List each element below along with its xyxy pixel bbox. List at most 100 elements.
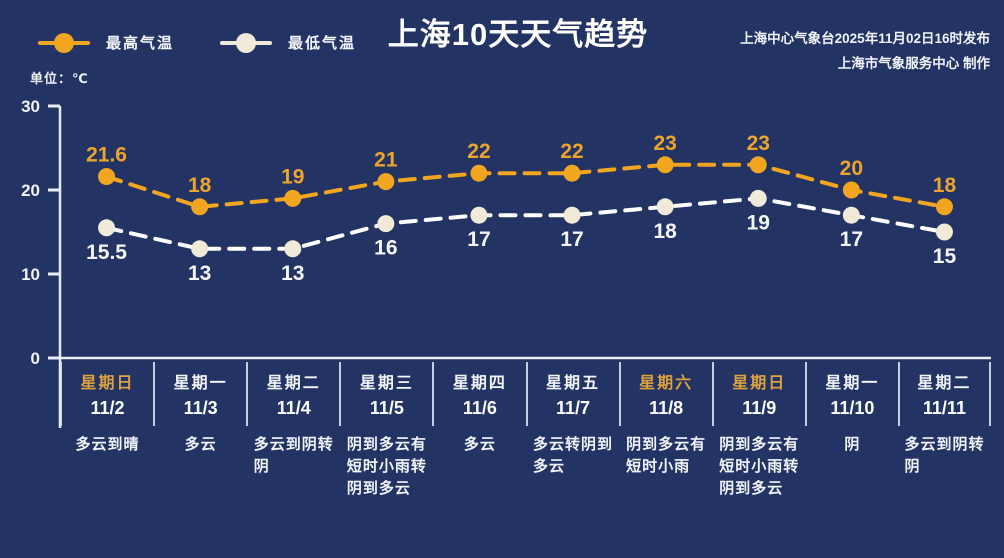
legend-high-label: 最高气温	[106, 35, 175, 52]
day-weekday-label: 星期五	[546, 375, 601, 392]
day-weather-label: 多云转阴到多云	[533, 436, 614, 475]
day-weather-label: 多云到阴转阴	[904, 436, 985, 475]
low-temp-point	[749, 189, 767, 207]
low-temp-value-label: 15	[933, 245, 957, 268]
high-temp-value-label: 21.6	[86, 144, 127, 167]
y-tick-label: 20	[21, 181, 40, 200]
day-column: 星期一 11/3 多云	[153, 362, 246, 453]
low-temp-value-label: 13	[188, 262, 211, 285]
day-weather-label: 阴到多云有短时小雨转阴到多云	[346, 436, 427, 497]
low-temp-value-label: 13	[281, 262, 304, 285]
day-date-label: 11/5	[369, 398, 404, 418]
low-temp-value-label: 18	[653, 220, 677, 243]
day-column: 星期日 11/2 多云到晴	[60, 362, 153, 453]
low-temp-point	[563, 206, 581, 224]
high-temp-point	[749, 156, 767, 174]
legend-item-high-temp: 最高气温	[38, 32, 174, 53]
unit-label: 单位：℃	[30, 71, 89, 86]
day-weather-label: 阴	[844, 436, 861, 453]
low-temp-point	[842, 206, 860, 224]
day-weekday-label: 星期一	[825, 375, 880, 392]
y-tick-label: 30	[21, 97, 40, 116]
day-weather-label: 多云到阴转阴	[253, 436, 334, 475]
day-date-label: 11/2	[90, 398, 125, 418]
day-date-label: 11/11	[922, 398, 966, 418]
day-column: 星期二 11/4 多云到阴转阴	[246, 362, 339, 475]
day-column: 星期三 11/5 阴到多云有短时小雨转阴到多云	[339, 362, 432, 497]
high-temp-point	[377, 173, 395, 191]
day-weekday-label: 星期四	[452, 375, 507, 392]
high-temp-value-label: 21	[374, 149, 398, 172]
high-temp-value-label: 23	[747, 132, 770, 155]
day-weekday-label: 星期日	[80, 375, 135, 392]
high-temp-value-label: 20	[840, 157, 863, 180]
low-temp-point	[98, 219, 116, 237]
day-date-label: 11/10	[830, 398, 875, 418]
high-temp-value-label: 23	[653, 132, 676, 155]
legend: 最高气温 最低气温	[38, 32, 356, 53]
high-temp-value-label: 19	[281, 165, 304, 188]
day-date-label: 11/9	[742, 398, 777, 418]
low-temp-point	[470, 206, 488, 224]
low-temp-point	[377, 215, 395, 233]
day-weekday-label: 星期日	[732, 375, 787, 392]
day-weekday-label: 星期一	[173, 375, 228, 392]
high-temp-point	[98, 168, 116, 186]
low-temp-point	[656, 198, 674, 216]
high-temp-value-label: 18	[933, 174, 957, 197]
day-weekday-label: 星期二	[266, 375, 321, 392]
low-temp-value-label: 19	[747, 211, 770, 234]
high-temp-point	[563, 164, 581, 182]
low-temp-value-label: 15.5	[86, 241, 127, 264]
producer-text: 上海市气象服务中心 制作	[837, 55, 990, 71]
high-temp-value-label: 22	[560, 140, 583, 163]
y-tick-label: 10	[21, 265, 40, 284]
high-temp-point	[191, 198, 209, 216]
day-column: 星期四 11/6 多云	[432, 362, 525, 453]
high-temp-value-label: 22	[467, 140, 490, 163]
low-temp-value-label: 17	[840, 228, 863, 251]
day-date-label: 11/7	[556, 398, 591, 418]
source-info: 上海中心气象台2025年11月02日16时发布 上海市气象服务中心 制作	[740, 27, 990, 77]
legend-low-label: 最低气温	[288, 35, 357, 52]
day-column: 星期一 11/10 阴	[804, 362, 898, 453]
page-title: 上海10天天气趋势	[387, 17, 649, 52]
day-date-label: 11/8	[649, 398, 684, 418]
y-tick-label: 0	[31, 349, 40, 368]
day-column: 星期二 11/11 多云到阴转阴	[897, 362, 991, 475]
day-weather-label: 多云	[184, 436, 217, 453]
day-weather-label: 多云	[463, 436, 496, 453]
day-weekday-label: 星期三	[359, 375, 414, 392]
high-temp-point	[656, 156, 674, 174]
day-date-label: 11/3	[183, 398, 218, 418]
high-temp-value-label: 18	[188, 174, 212, 197]
low-temp-value-label: 17	[560, 228, 583, 251]
day-date-label: 11/4	[276, 398, 311, 418]
legend-item-low-temp: 最低气温	[220, 32, 356, 53]
low-temp-series-icon	[220, 40, 273, 45]
high-temp-series-icon	[38, 40, 90, 45]
day-weather-label: 多云到晴	[75, 436, 140, 453]
high-temp-point	[842, 181, 860, 199]
low-temp-point	[191, 240, 209, 258]
day-column: 星期五 11/7 多云转阴到多云	[525, 362, 619, 475]
day-column: 星期六 11/8 阴到多云有短时小雨	[618, 362, 712, 475]
day-weather-label: 阴到多云有短时小雨	[626, 436, 707, 475]
low-temp-point	[935, 223, 953, 241]
low-temp-point	[284, 240, 302, 258]
high-temp-line	[104, 162, 947, 209]
day-weekday-label: 星期六	[639, 375, 694, 392]
high-temp-point	[470, 164, 488, 182]
day-column: 星期日 11/9 阴到多云有短时小雨转阴到多云	[711, 362, 805, 497]
issued-time-text: 上海中心气象台2025年11月02日16时发布	[740, 31, 990, 46]
low-temp-line	[104, 196, 947, 251]
low-temp-value-label: 16	[374, 237, 397, 260]
day-weather-label: 阴到多云有短时小雨转阴到多云	[719, 436, 800, 497]
day-date-label: 11/6	[462, 398, 497, 418]
low-temp-value-label: 17	[467, 228, 490, 251]
high-temp-point	[935, 198, 953, 216]
day-weekday-label: 星期二	[917, 375, 972, 392]
high-temp-point	[284, 189, 302, 207]
